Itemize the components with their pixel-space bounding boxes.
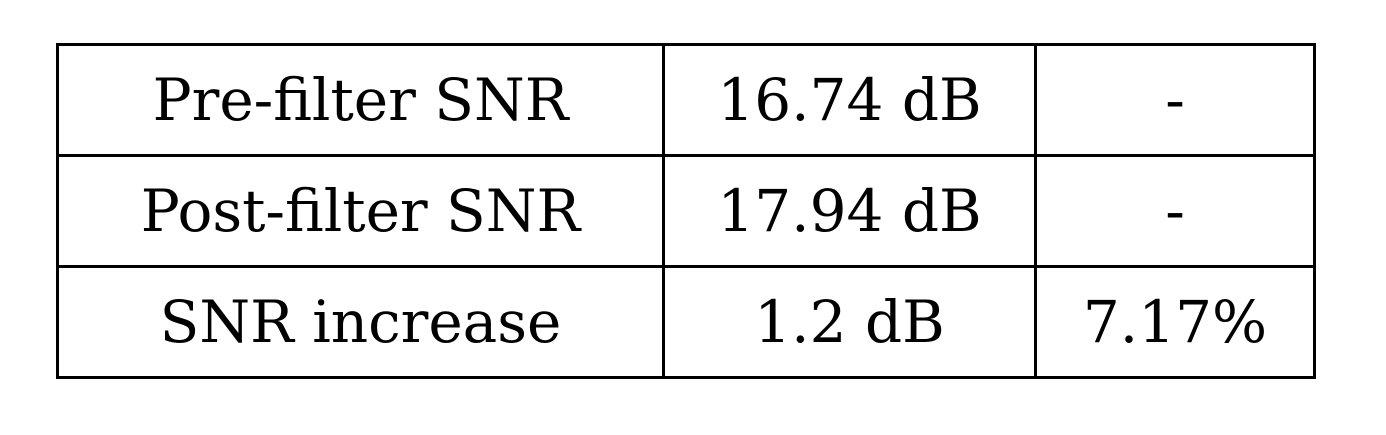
row-value-cell: 16.74 dB <box>662 43 1037 157</box>
row-percent-cell: - <box>1034 154 1316 268</box>
row-label-cell: SNR increase <box>56 265 665 379</box>
table-row-snr-increase: SNR increase 1.2 dB 7.17% <box>56 265 1316 379</box>
row-label-cell: Post-filter SNR <box>56 154 665 268</box>
row-value-cell: 17.94 dB <box>662 154 1037 268</box>
table-row-post-filter-snr: Post-filter SNR 17.94 dB - <box>56 154 1316 268</box>
row-label-cell: Pre-filter SNR <box>56 43 665 157</box>
row-percent-cell: - <box>1034 43 1316 157</box>
row-value-cell: 1.2 dB <box>662 265 1037 379</box>
table-row-pre-filter-snr: Pre-filter SNR 16.74 dB - <box>56 43 1316 157</box>
row-percent-cell: 7.17% <box>1034 265 1316 379</box>
snr-results-table: Pre-filter SNR 16.74 dB - Post-filter SN… <box>56 43 1316 379</box>
